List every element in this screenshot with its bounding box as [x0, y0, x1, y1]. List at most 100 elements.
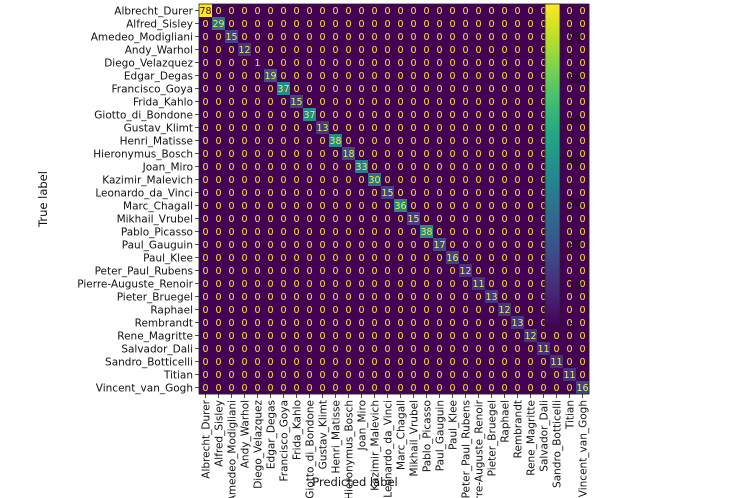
cell-value-label: 0 [280, 123, 286, 134]
heatmap-cell [563, 17, 577, 31]
heatmap-cell [303, 82, 317, 96]
heatmap-cell [355, 121, 369, 135]
cell-value-label: 0 [462, 331, 468, 342]
cell-value-label: 0 [202, 305, 208, 316]
heatmap-cell [511, 17, 525, 31]
heatmap-cell [485, 355, 499, 369]
heatmap-cell [277, 303, 291, 317]
cell-value-label: 0 [397, 110, 403, 121]
cell-value-label: 0 [475, 292, 481, 303]
cell-value-label: 0 [319, 58, 325, 69]
heatmap-cell [485, 134, 499, 148]
heatmap-cell [251, 277, 265, 291]
heatmap-cell [238, 251, 252, 265]
cell-value-label: 0 [267, 162, 273, 173]
heatmap-cell [238, 4, 252, 18]
x-tick-label: Pablo_Picasso [421, 400, 433, 472]
y-tick-label: Hieronymus_Bosch [93, 148, 193, 160]
cell-value-label: 0 [579, 136, 585, 147]
heatmap-cell [485, 95, 499, 109]
y-tick-label: Alfred_Sisley [126, 18, 193, 30]
heatmap-cell [433, 82, 447, 96]
heatmap-cell [394, 95, 408, 109]
heatmap-cell [472, 342, 486, 356]
heatmap-cell [394, 173, 408, 187]
cell-value-label: 0 [514, 45, 520, 56]
cell-value-label: 0 [202, 175, 208, 186]
heatmap-cell [407, 186, 421, 200]
cell-value-label: 0 [306, 19, 312, 30]
heatmap-cell [212, 121, 226, 135]
heatmap-cell [472, 108, 486, 122]
cell-value-label: 0 [449, 19, 455, 30]
cell-value-label: 0 [215, 136, 221, 147]
cell-value-label: 0 [501, 149, 507, 160]
heatmap-cell [381, 251, 395, 265]
cell-value-label: 0 [579, 162, 585, 173]
heatmap-cell [563, 147, 577, 161]
colorbar-tick-label: 60 [568, 73, 581, 85]
cell-value-label: 0 [215, 331, 221, 342]
heatmap-cell [212, 290, 226, 304]
cell-value-label: 0 [241, 188, 247, 199]
cell-value-label: 0 [475, 227, 481, 238]
cell-value-label: 0 [488, 266, 494, 277]
cell-value-label: 0 [488, 6, 494, 17]
cell-value-label: 0 [332, 266, 338, 277]
cell-value-label: 0 [501, 110, 507, 121]
heatmap-cell [407, 17, 421, 31]
y-tick-label: Henri_Matisse [120, 135, 193, 147]
heatmap-cell [511, 316, 525, 330]
heatmap-cell [368, 134, 382, 148]
cell-value-label: 0 [501, 162, 507, 173]
heatmap-cell [433, 147, 447, 161]
cell-value-label: 0 [579, 227, 585, 238]
heatmap-cell [472, 95, 486, 109]
cell-value-label: 0 [436, 136, 442, 147]
heatmap-cell [381, 17, 395, 31]
heatmap-cell [407, 30, 421, 44]
cell-value-label: 0 [293, 71, 299, 82]
cell-value-label: 0 [501, 227, 507, 238]
heatmap-cell [576, 43, 590, 57]
heatmap-cell [459, 82, 473, 96]
heatmap-cell [485, 264, 499, 278]
heatmap-cell [381, 329, 395, 343]
cell-value-label: 0 [501, 201, 507, 212]
cell-value-label: 0 [267, 318, 273, 329]
cell-value-label: 0 [527, 162, 533, 173]
heatmap-cell [576, 199, 590, 213]
heatmap-cell [277, 264, 291, 278]
cell-value-label: 0 [397, 240, 403, 251]
cell-value-label: 0 [384, 175, 390, 186]
heatmap-cell [563, 69, 577, 83]
heatmap-cell [316, 82, 330, 96]
cell-value-label: 0 [215, 253, 221, 264]
heatmap-cell [238, 212, 252, 226]
cell-value-label: 0 [449, 45, 455, 56]
heatmap-cell [251, 82, 265, 96]
cell-value-label: 0 [540, 305, 546, 316]
cell-value-label: 0 [228, 370, 234, 381]
cell-value-label: 0 [462, 214, 468, 225]
cell-value-label: 0 [423, 357, 429, 368]
heatmap-cell [446, 251, 460, 265]
cell-value-label: 0 [514, 344, 520, 355]
heatmap-cell [498, 290, 512, 304]
cell-value-label: 0 [488, 344, 494, 355]
heatmap-cell [459, 225, 473, 239]
cell-value-label: 0 [475, 149, 481, 160]
heatmap-cell [329, 160, 343, 174]
cell-value-label: 0 [293, 214, 299, 225]
heatmap-cell [498, 147, 512, 161]
heatmap-cell [290, 264, 304, 278]
heatmap-cell [225, 4, 239, 18]
cell-value-label: 0 [527, 58, 533, 69]
cell-value-label: 0 [215, 266, 221, 277]
cell-value-label: 0 [514, 84, 520, 95]
cell-value-label: 0 [462, 71, 468, 82]
y-tick-label: Titian [163, 369, 193, 381]
heatmap-cell [290, 186, 304, 200]
cell-value-label: 0 [579, 97, 585, 108]
